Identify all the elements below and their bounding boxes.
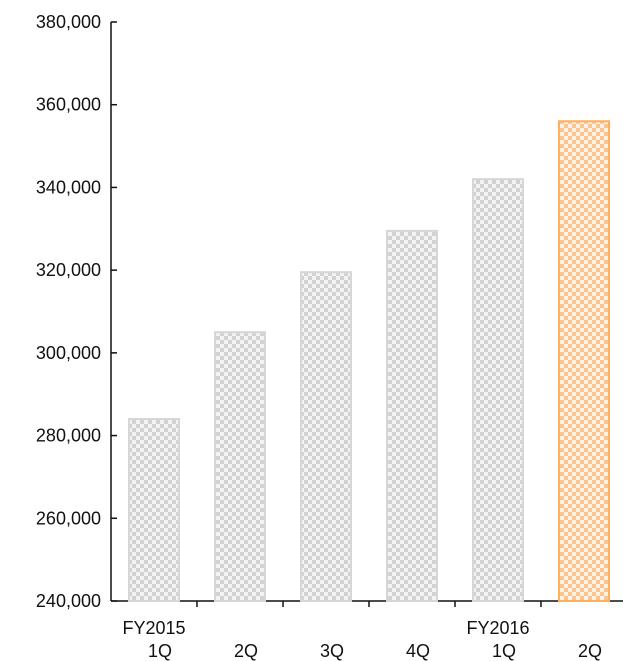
y-tick-label: 360,000 — [36, 95, 101, 115]
x-axis: FY2015 1Q 2Q 3Q 4Q FY2016 1Q 2Q — [111, 600, 623, 661]
y-tick-label: 300,000 — [36, 343, 101, 363]
y-tick-label: 240,000 — [36, 591, 101, 611]
bar-2 — [214, 331, 266, 602]
x-tick-label-quarter: 2Q — [234, 641, 258, 661]
x-tick-label-year: FY2016 — [466, 618, 529, 638]
bar-3 — [300, 271, 352, 602]
y-tick-label: 380,000 — [36, 12, 101, 32]
x-tick-label-quarter: 1Q — [148, 641, 172, 661]
y-axis: 240,000 260,000 280,000 300,000 320,000 340,0… — [36, 12, 117, 611]
bars — [128, 120, 610, 603]
x-tick-label-year: FY2015 — [122, 618, 185, 638]
y-tick-label: 280,000 — [36, 426, 101, 446]
bar-5 — [472, 178, 524, 603]
y-tick-label: 340,000 — [36, 177, 101, 197]
x-tick-label-quarter: 3Q — [320, 641, 344, 661]
y-tick-label: 260,000 — [36, 508, 101, 528]
x-tick-label-quarter: 4Q — [406, 641, 430, 661]
bar-1 — [128, 418, 180, 602]
bar-6 — [558, 120, 610, 602]
x-tick-label-quarter: 2Q — [578, 641, 602, 661]
y-tick-label: 320,000 — [36, 260, 101, 280]
x-tick-label-quarter: 1Q — [492, 641, 516, 661]
bar-4 — [386, 229, 438, 602]
